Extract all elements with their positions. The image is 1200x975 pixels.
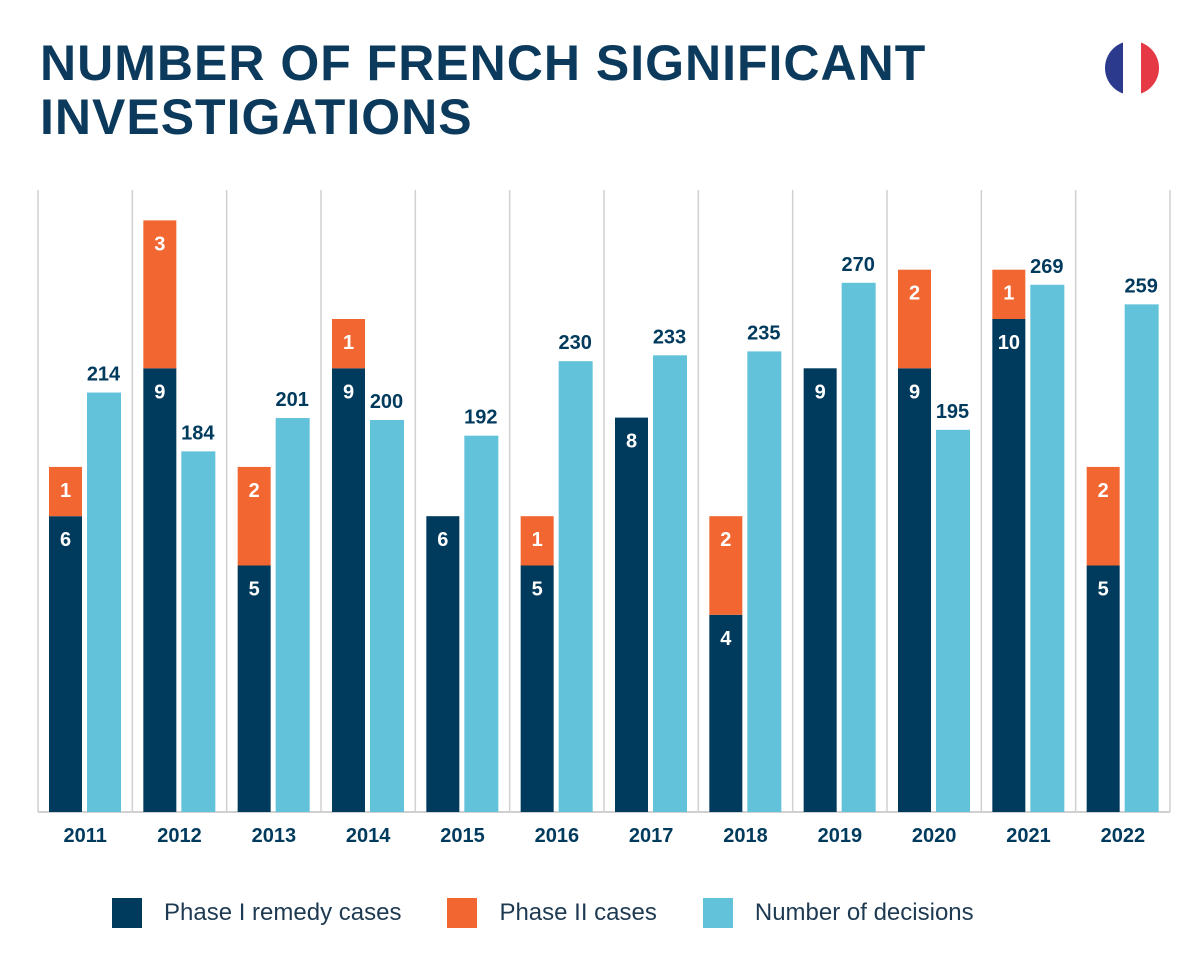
label-decisions-2016: 230: [558, 332, 591, 354]
bar-phase2-2014: [332, 319, 365, 369]
bar-decisions-2015: [464, 435, 499, 812]
label-phase1-2019: 9: [815, 381, 826, 403]
x-tick-label-2016: 2016: [535, 825, 580, 847]
label-decisions-2017: 233: [653, 326, 686, 348]
label-phase1-2015: 6: [437, 529, 448, 551]
chart-legend: Phase I remedy cases Phase II cases Numb…: [112, 898, 1020, 928]
bar-phase1-2012: [143, 368, 177, 812]
legend-label-phase1: Phase I remedy cases: [164, 899, 402, 926]
bar-decisions-2017: [653, 355, 687, 812]
x-tick-label-2012: 2012: [157, 825, 202, 847]
bar-phase2-2022: [1086, 466, 1120, 566]
bar-phase1-2019: [803, 368, 837, 812]
label-decisions-2021: 269: [1030, 256, 1063, 278]
bar-decisions-2014: [370, 420, 404, 812]
label-decisions-2018: 235: [747, 322, 780, 344]
label-decisions-2012: 184: [181, 422, 215, 444]
bar-decisions-2021: [1030, 284, 1065, 812]
bar-decisions-2016: [558, 361, 593, 812]
label-phase1-2017: 8: [626, 431, 637, 453]
label-phase2-2011: 1: [60, 480, 71, 502]
label-phase1-2016: 5: [532, 579, 543, 601]
bar-phase1-2022: [1086, 565, 1120, 812]
bar-decisions-2013: [275, 418, 310, 812]
legend-item-phase1: Phase I remedy cases: [112, 898, 401, 928]
label-phase1-2011: 6: [60, 529, 71, 551]
label-phase2-2013: 2: [249, 480, 260, 502]
x-tick-label-2022: 2022: [1101, 825, 1146, 847]
legend-item-phase2: Phase II cases: [447, 898, 657, 928]
bar-decisions-2011: [87, 392, 121, 812]
bar-phase2-2021: [992, 269, 1026, 319]
label-phase1-2020: 9: [909, 381, 920, 403]
x-tick-label-2017: 2017: [629, 825, 674, 847]
label-decisions-2015: 192: [464, 407, 497, 429]
label-decisions-2019: 270: [841, 254, 874, 276]
label-phase1-2018: 4: [720, 628, 732, 650]
bar-phase2-2020: [898, 269, 931, 369]
label-phase2-2020: 2: [909, 283, 920, 305]
flag-red-band: [1141, 41, 1159, 95]
label-phase1-2022: 5: [1098, 579, 1109, 601]
flag-white-band: [1123, 41, 1141, 95]
legend-label-decisions: Number of decisions: [754, 899, 974, 926]
chart-title-line1: NUMBER OF FRENCH SIGNIFICANT: [40, 35, 927, 91]
bar-phase2-2011: [49, 466, 82, 517]
bar-phase1-2016: [520, 565, 554, 812]
label-phase2-2022: 2: [1098, 480, 1109, 502]
legend-swatch-phase1: [112, 898, 142, 928]
label-decisions-2011: 214: [87, 364, 121, 386]
bar-decisions-2018: [747, 351, 782, 812]
label-phase2-2014: 1: [343, 332, 354, 354]
x-tick-label-2013: 2013: [252, 825, 297, 847]
x-tick-label-2014: 2014: [346, 825, 391, 847]
label-phase1-2013: 5: [249, 579, 260, 601]
label-decisions-2014: 200: [370, 391, 403, 413]
bar-decisions-2012: [181, 451, 216, 812]
bar-phase2-2016: [520, 516, 554, 566]
x-tick-label-2011: 2011: [63, 825, 106, 847]
label-phase2-2021: 1: [1003, 283, 1014, 305]
bar-phase1-2013: [237, 565, 271, 812]
bar-phase1-2018: [709, 614, 743, 812]
bar-phase1-2020: [898, 368, 931, 812]
france-flag-icon: [1105, 41, 1159, 95]
bar-phase1-2017: [615, 417, 648, 812]
label-phase1-2012: 9: [154, 381, 165, 403]
bar-phase1-2011: [49, 516, 82, 812]
legend-swatch-phase2: [447, 898, 478, 928]
bar-phase1-2021: [992, 319, 1026, 812]
x-tick-label-2019: 2019: [818, 825, 863, 847]
bar-decisions-2022: [1124, 304, 1159, 812]
bar-decisions-2019: [841, 282, 876, 812]
bar-phase1-2015: [426, 516, 460, 812]
label-phase2-2016: 1: [532, 529, 543, 551]
chart-title: NUMBER OF FRENCH SIGNIFICANT INVESTIGATI…: [40, 36, 940, 144]
label-phase2-2012: 3: [154, 233, 165, 255]
legend-swatch-decisions: [702, 898, 733, 928]
x-tick-label-2021: 2021: [1006, 825, 1051, 847]
x-tick-label-2020: 2020: [912, 825, 957, 847]
x-tick-label-2015: 2015: [440, 825, 485, 847]
flag-blue-band: [1105, 41, 1123, 95]
legend-item-decisions: Number of decisions: [702, 898, 974, 928]
label-decisions-2013: 201: [275, 389, 308, 411]
chart-title-line2: INVESTIGATIONS: [40, 89, 473, 145]
legend-label-phase2: Phase II cases: [499, 899, 657, 926]
label-phase1-2021: 10: [998, 332, 1020, 354]
bar-phase2-2013: [237, 466, 271, 566]
bar-phase1-2014: [332, 368, 365, 812]
label-decisions-2020: 195: [936, 401, 969, 423]
bar-phase2-2018: [709, 516, 743, 615]
label-phase2-2018: 2: [720, 529, 731, 551]
label-decisions-2022: 259: [1124, 275, 1157, 297]
bar-phase2-2012: [143, 220, 177, 369]
x-tick-label-2018: 2018: [723, 825, 768, 847]
label-phase1-2014: 9: [343, 381, 354, 403]
bar-decisions-2020: [936, 429, 970, 812]
